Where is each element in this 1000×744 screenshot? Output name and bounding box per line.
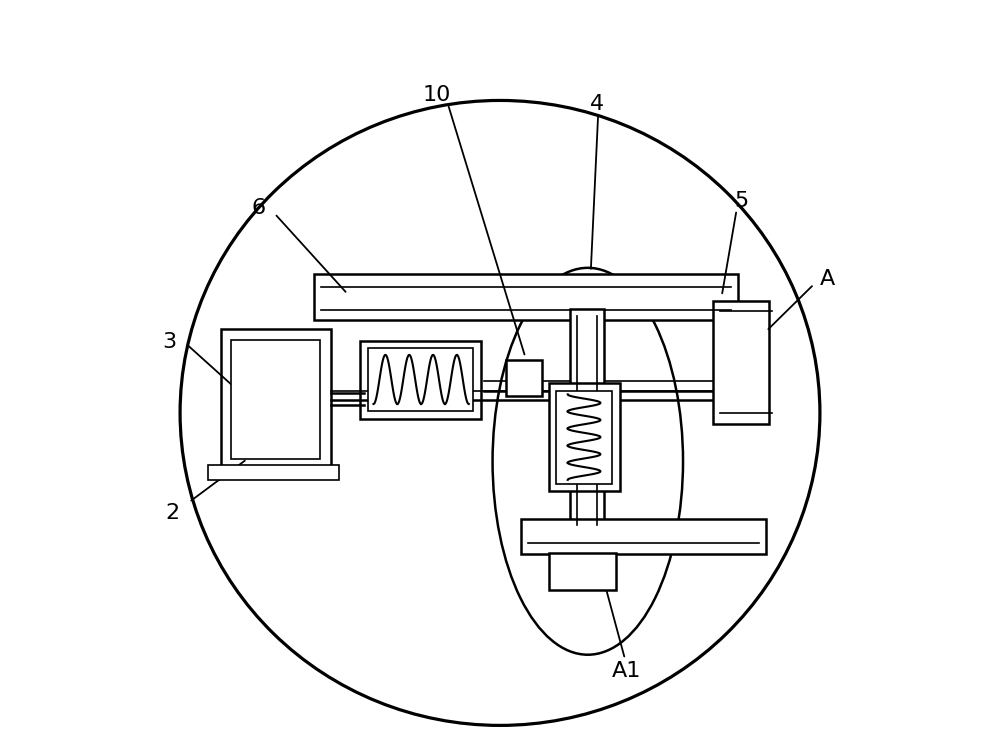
FancyBboxPatch shape <box>556 391 612 484</box>
FancyBboxPatch shape <box>549 553 616 590</box>
Text: A: A <box>820 269 835 289</box>
FancyBboxPatch shape <box>549 383 620 491</box>
FancyBboxPatch shape <box>314 274 738 320</box>
FancyBboxPatch shape <box>231 340 320 459</box>
FancyBboxPatch shape <box>570 309 604 532</box>
Text: 3: 3 <box>162 333 176 352</box>
Text: 6: 6 <box>251 199 265 218</box>
FancyBboxPatch shape <box>506 360 542 396</box>
Text: 10: 10 <box>423 86 451 105</box>
FancyBboxPatch shape <box>713 301 769 424</box>
FancyBboxPatch shape <box>368 348 473 411</box>
Text: 2: 2 <box>166 504 180 523</box>
Text: 4: 4 <box>590 94 604 114</box>
FancyBboxPatch shape <box>521 519 766 554</box>
Text: A1: A1 <box>612 661 641 681</box>
FancyBboxPatch shape <box>360 341 481 419</box>
FancyBboxPatch shape <box>208 465 339 480</box>
FancyBboxPatch shape <box>221 329 331 469</box>
Text: 5: 5 <box>735 191 749 211</box>
